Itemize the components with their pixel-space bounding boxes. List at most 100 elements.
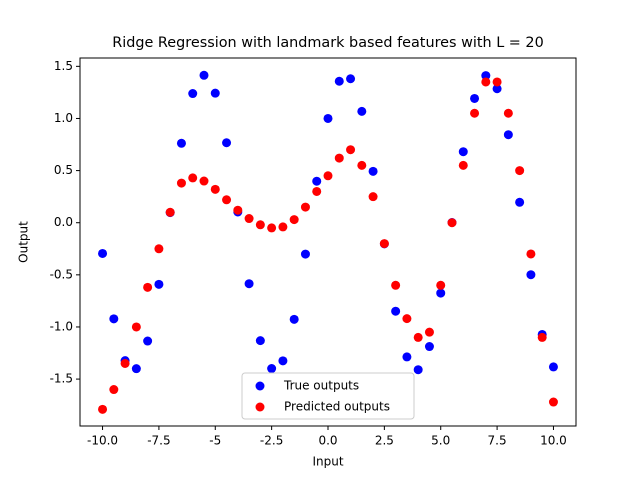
x-tick-label: -10.0 (87, 434, 118, 448)
data-point (526, 270, 536, 280)
data-point (143, 336, 153, 346)
data-point (368, 192, 378, 202)
data-point (131, 322, 141, 332)
data-point (492, 84, 502, 94)
y-tick-label: 1.5 (54, 59, 73, 73)
data-point (131, 364, 141, 374)
data-point (424, 342, 434, 352)
data-point (289, 314, 299, 324)
data-point (413, 365, 423, 375)
data-point (458, 147, 468, 157)
data-point (391, 280, 401, 290)
data-point (176, 138, 186, 148)
data-point (402, 314, 412, 324)
y-tick-label: 0.0 (54, 215, 73, 229)
data-point (222, 138, 232, 148)
data-point (515, 166, 525, 176)
data-point (278, 356, 288, 366)
data-point (300, 202, 310, 212)
data-point (481, 71, 491, 81)
data-point (312, 186, 322, 196)
data-point (526, 249, 536, 259)
data-point (323, 113, 333, 123)
data-point (515, 197, 525, 207)
data-point (334, 76, 344, 86)
y-tick-label: -1.0 (50, 319, 73, 333)
data-point (548, 397, 558, 407)
data-point (109, 314, 119, 324)
x-tick-label: 0.0 (318, 434, 337, 448)
data-point (447, 218, 457, 228)
data-point (98, 248, 108, 258)
plot-frame (79, 57, 577, 427)
data-point (548, 362, 558, 372)
data-point (492, 77, 502, 87)
data-point (402, 352, 412, 362)
data-point (357, 160, 367, 170)
data-point (188, 89, 198, 99)
x-tick-label: 5.0 (431, 434, 450, 448)
data-point (222, 195, 232, 205)
data-point (537, 332, 547, 342)
data-point (334, 153, 344, 163)
data-point (278, 222, 288, 232)
data-point (154, 279, 164, 289)
data-point (312, 176, 322, 186)
data-point (368, 166, 378, 176)
data-point (233, 205, 243, 215)
data-point (424, 327, 434, 337)
x-tick-label: -2.5 (260, 434, 283, 448)
data-point (199, 70, 209, 80)
data-point (143, 282, 153, 292)
data-point (458, 160, 468, 170)
data-point (244, 279, 254, 289)
y-axis-label: Output (17, 221, 31, 263)
data-point (436, 288, 446, 298)
y-tick-label: -1.5 (50, 372, 73, 386)
x-tick-label: 2.5 (375, 434, 394, 448)
data-point (176, 178, 186, 188)
data-point (98, 404, 108, 414)
legend-marker (255, 402, 265, 412)
data-point (109, 385, 119, 395)
data-point (120, 358, 130, 368)
legend-label: Predicted outputs (284, 400, 390, 414)
data-point (154, 244, 164, 254)
data-point (210, 184, 220, 194)
data-point (470, 93, 480, 103)
y-tick-label: -0.5 (50, 267, 73, 281)
data-point (436, 280, 446, 290)
data-point (391, 306, 401, 316)
x-axis-label: Input (312, 455, 343, 469)
chart-title: Ridge Regression with landmark based fea… (112, 35, 544, 51)
data-point (379, 239, 389, 249)
data-point (244, 214, 254, 224)
data-point (188, 173, 198, 183)
data-point (267, 223, 277, 233)
legend-box (241, 372, 415, 420)
y-tick-label: 1.0 (54, 111, 73, 125)
data-point (255, 220, 265, 230)
x-tick-label: 7.5 (488, 434, 507, 448)
data-point (470, 108, 480, 118)
data-point (413, 332, 423, 342)
data-point (210, 88, 220, 98)
data-point (357, 106, 367, 116)
data-point (255, 336, 265, 346)
x-tick-label: -5 (209, 434, 221, 448)
data-point (503, 108, 513, 118)
data-point (503, 130, 513, 140)
data-point (481, 77, 491, 87)
data-point (165, 207, 175, 217)
data-point (199, 176, 209, 186)
data-point (267, 364, 277, 374)
x-tick-label: -7.5 (147, 434, 170, 448)
data-point (289, 215, 299, 225)
legend-marker (255, 381, 265, 391)
data-point (346, 145, 356, 155)
data-point (300, 249, 310, 259)
data-point (346, 74, 356, 84)
legend-label: True outputs (283, 379, 359, 393)
